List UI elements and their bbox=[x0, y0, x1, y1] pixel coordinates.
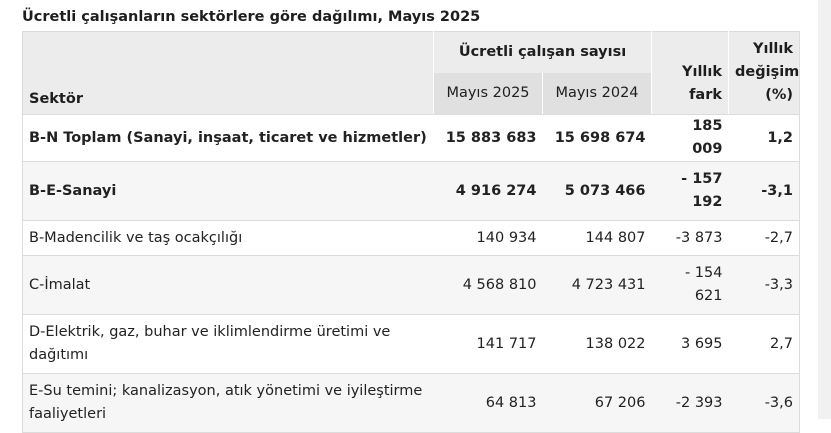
cell-annual-diff: - 157 192 bbox=[651, 161, 729, 221]
table-row: C-İmalat 4 568 810 4 723 431 - 154 621 -… bbox=[22, 255, 800, 315]
cell-annual-diff: 3 695 bbox=[651, 314, 729, 374]
header-employee-count: Ücretli çalışan sayısı bbox=[433, 31, 652, 73]
header-annual-diff: Yıllık fark bbox=[651, 31, 729, 115]
header-annual-change-line2: değişim bbox=[735, 64, 800, 80]
cell-annual-diff: - 154 621 bbox=[651, 255, 729, 315]
cell-may-2024: 144 807 bbox=[542, 220, 652, 256]
cell-may-2025: 15 883 683 bbox=[433, 114, 543, 162]
cell-sector: D-Elektrik, gaz, buhar ve iklimlendirme … bbox=[22, 314, 434, 374]
table-row: B-E-Sanayi 4 916 274 5 073 466 - 157 192… bbox=[22, 161, 800, 221]
table-row: B-Madencilik ve taş ocakçılığı 140 934 1… bbox=[22, 220, 800, 256]
header-annual-diff-line2: fark bbox=[689, 87, 722, 103]
cell-sector: B-E-Sanayi bbox=[22, 161, 434, 221]
cell-sector: B-Madencilik ve taş ocakçılığı bbox=[22, 220, 434, 256]
page-scrollbar[interactable] bbox=[818, 0, 831, 419]
cell-may-2024: 15 698 674 bbox=[542, 114, 652, 162]
cell-annual-change: -3,1 bbox=[728, 161, 800, 221]
header-annual-change: Yıllık değişim (%) bbox=[728, 31, 800, 115]
cell-annual-change: -2,7 bbox=[728, 220, 800, 256]
cell-may-2025: 64 813 bbox=[433, 373, 543, 433]
cell-annual-change: -3,3 bbox=[728, 255, 800, 315]
header-annual-change-line3: (%) bbox=[765, 87, 793, 103]
cell-annual-change: 1,2 bbox=[728, 114, 800, 162]
cell-may-2024: 67 206 bbox=[542, 373, 652, 433]
cell-annual-diff: 185 009 bbox=[651, 114, 729, 162]
cell-may-2025: 4 916 274 bbox=[433, 161, 543, 221]
cell-annual-diff: -3 873 bbox=[651, 220, 729, 256]
header-annual-diff-line1: Yıllık bbox=[681, 64, 722, 80]
cell-sector: C-İmalat bbox=[22, 255, 434, 315]
cell-sector: E-Su temini; kanalizasyon, atık yönetimi… bbox=[22, 373, 434, 433]
table-row: D-Elektrik, gaz, buhar ve iklimlendirme … bbox=[22, 314, 800, 374]
cell-may-2025: 4 568 810 bbox=[433, 255, 543, 315]
cell-may-2024: 5 073 466 bbox=[542, 161, 652, 221]
header-annual-change-line1: Yıllık bbox=[752, 41, 793, 57]
header-may-2025: Mayıs 2025 bbox=[433, 72, 543, 115]
cell-may-2024: 138 022 bbox=[542, 314, 652, 374]
cell-annual-change: 2,7 bbox=[728, 314, 800, 374]
cell-may-2025: 140 934 bbox=[433, 220, 543, 256]
header-sector: Sektör bbox=[22, 31, 434, 115]
table-row: E-Su temini; kanalizasyon, atık yönetimi… bbox=[22, 373, 800, 433]
cell-annual-diff: -2 393 bbox=[651, 373, 729, 433]
cell-sector: B-N Toplam (Sanayi, inşaat, ticaret ve h… bbox=[22, 114, 434, 162]
cell-may-2025: 141 717 bbox=[433, 314, 543, 374]
table-row: B-N Toplam (Sanayi, inşaat, ticaret ve h… bbox=[22, 114, 800, 162]
table-title: Ücretli çalışanların sektörlere göre dağ… bbox=[22, 9, 481, 25]
header-may-2024: Mayıs 2024 bbox=[542, 72, 652, 115]
employment-table: Sektör Ücretli çalışan sayısı Yıllık far… bbox=[22, 31, 800, 433]
cell-may-2024: 4 723 431 bbox=[542, 255, 652, 315]
cell-annual-change: -3,6 bbox=[728, 373, 800, 433]
